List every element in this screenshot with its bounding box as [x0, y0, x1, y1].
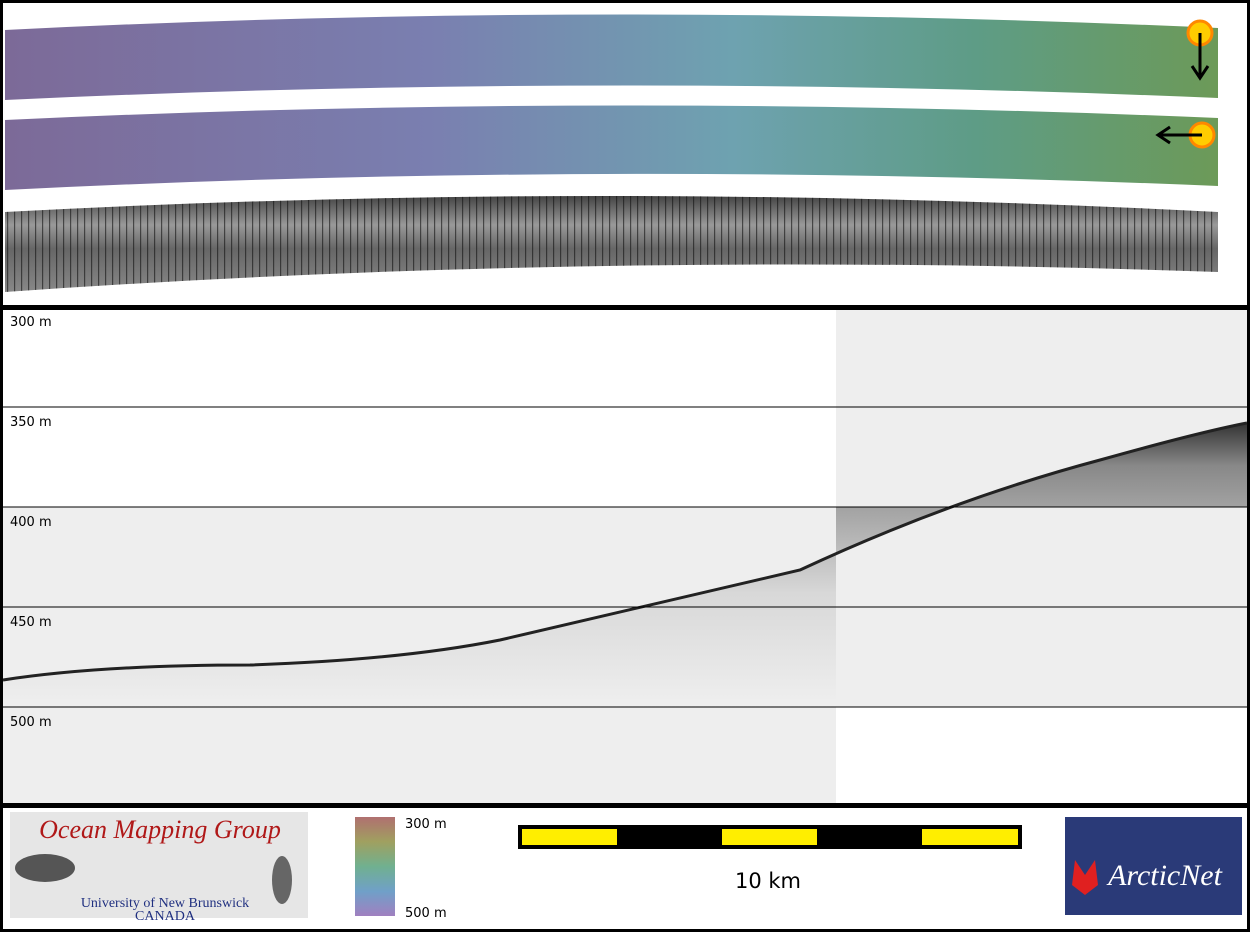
depth-label: 500 m — [10, 715, 52, 730]
depth-label: 450 m — [10, 615, 52, 630]
depth-label: 400 m — [10, 515, 52, 530]
omg-university: University of New Brunswick — [81, 896, 249, 911]
sun-icon-2 — [1155, 121, 1216, 149]
omg-title: Ocean Mapping Group — [39, 815, 281, 844]
seabed-echo — [3, 423, 1247, 707]
colorbar — [355, 817, 395, 916]
echo-background — [3, 707, 836, 803]
sun-icon-1 — [1186, 19, 1214, 81]
omg-logo: Ocean Mapping Group University of New Br… — [10, 812, 308, 924]
depth-label: 300 m — [10, 315, 52, 330]
colorbar-top-label: 300 m — [405, 817, 447, 832]
depth-label: 350 m — [10, 415, 52, 430]
colorbar-bottom-label: 500 m — [405, 906, 447, 921]
scale-bar — [518, 825, 1022, 849]
depth-rows: 300 m 350 m 400 m 450 m 500 m — [3, 315, 1247, 730]
arcticnet-logo: ArcticNet — [1065, 817, 1242, 915]
backscatter-texture — [5, 196, 1218, 292]
omg-country: CANADA — [135, 909, 196, 924]
scale-bar-label: 10 km — [735, 869, 801, 893]
swath-sun-north — [5, 14, 1218, 101]
swath-sun-east — [5, 105, 1218, 190]
arcticnet-name: ArcticNet — [1106, 859, 1223, 892]
